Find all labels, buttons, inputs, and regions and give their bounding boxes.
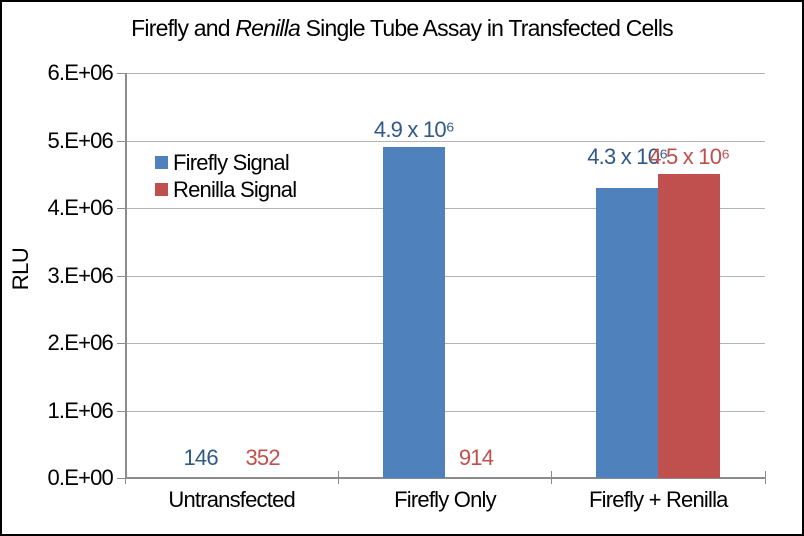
bar-value-label: 4.5 x 10⁶ xyxy=(649,144,730,170)
gridline xyxy=(125,140,765,142)
bar-value-label: 352 xyxy=(245,445,281,470)
y-axis-line xyxy=(125,73,127,478)
bar xyxy=(383,147,445,478)
legend-row: Renilla Signal xyxy=(155,176,297,203)
bar-value-label: 4.9 x 10⁶ xyxy=(373,117,455,143)
gridline xyxy=(125,208,765,209)
chart-title: Firefly and Renilla Single Tube Assay in… xyxy=(2,15,802,42)
gridline xyxy=(125,275,765,277)
y-tick-label: 3.E+06 xyxy=(47,262,113,288)
x-category-label: Untransfected xyxy=(168,487,295,512)
y-tick-label: 6.E+06 xyxy=(47,60,113,85)
x-category-label: Firefly + Renilla xyxy=(589,487,728,512)
gridline xyxy=(125,410,765,412)
x-tick xyxy=(337,471,339,484)
x-tick xyxy=(124,471,126,484)
gridline xyxy=(125,73,765,74)
legend-label: Firefly Signal xyxy=(173,149,290,175)
y-tick xyxy=(117,140,125,142)
y-tick-label: 4.E+06 xyxy=(47,195,113,220)
y-tick-label: 1.E+06 xyxy=(47,397,113,423)
x-axis-line xyxy=(125,477,766,479)
y-tick xyxy=(117,208,125,209)
y-tick xyxy=(117,478,125,479)
legend: Firefly Signal Renilla Signal xyxy=(155,149,297,203)
y-tick xyxy=(117,275,125,277)
chart-title-post: Single Tube Assay in Transfected Cells xyxy=(300,15,674,41)
gridline xyxy=(125,343,765,344)
bar xyxy=(596,187,659,478)
x-category-label: Firefly Only xyxy=(394,487,496,512)
x-tick xyxy=(764,471,766,484)
y-tick xyxy=(117,73,125,74)
bar-value-label: 146 xyxy=(183,445,219,470)
bar-value-label: 4.3 x 10⁶ xyxy=(587,144,668,170)
legend-row: Firefly Signal xyxy=(155,149,296,176)
legend-swatch-icon xyxy=(155,183,168,196)
y-tick xyxy=(117,410,125,412)
y-tick-label: 2.E+06 xyxy=(47,330,113,355)
y-tick xyxy=(117,343,125,344)
chart-title-pre: Firefly and xyxy=(131,15,236,41)
y-tick-label: 5.E+06 xyxy=(47,127,113,153)
legend-label: Renilla Signal xyxy=(173,176,297,202)
bar-value-label: 914 xyxy=(458,445,494,470)
x-tick xyxy=(551,471,553,484)
y-tick-label: 0.E+00 xyxy=(47,465,113,490)
plot-area: Firefly Signal Renilla Signal 0.E+00 1.E+0… xyxy=(47,60,766,512)
legend-swatch-icon xyxy=(155,156,168,169)
bar xyxy=(658,174,721,478)
chart-title-italic: Renilla xyxy=(235,15,301,41)
